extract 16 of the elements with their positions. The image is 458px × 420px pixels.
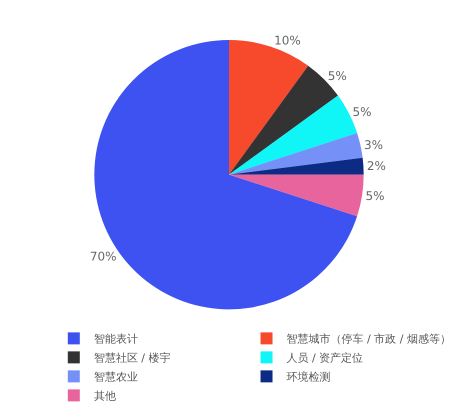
data-label: 70%: [90, 249, 117, 264]
data-label: 5%: [352, 105, 372, 120]
data-label: 10%: [274, 33, 301, 48]
legend-label: 智慧社区 / 楼宇: [94, 352, 171, 365]
legend-label: 智能表计: [94, 332, 138, 346]
data-label: 5%: [366, 188, 385, 203]
pie-slice: [229, 174, 364, 216]
legend-label: 环境检测: [286, 370, 331, 384]
legend-label: 智慧农业: [94, 370, 138, 384]
pie-slice: [229, 133, 363, 175]
data-label: 2%: [366, 159, 386, 174]
legend-label: 智慧城市（停车 / 市政 / 烟感等）: [286, 332, 451, 346]
legend-label: 人员 / 资产定位: [286, 352, 364, 365]
data-label: 5%: [328, 68, 347, 83]
data-label: 3%: [364, 138, 383, 152]
legend-label: 其他: [94, 390, 116, 403]
